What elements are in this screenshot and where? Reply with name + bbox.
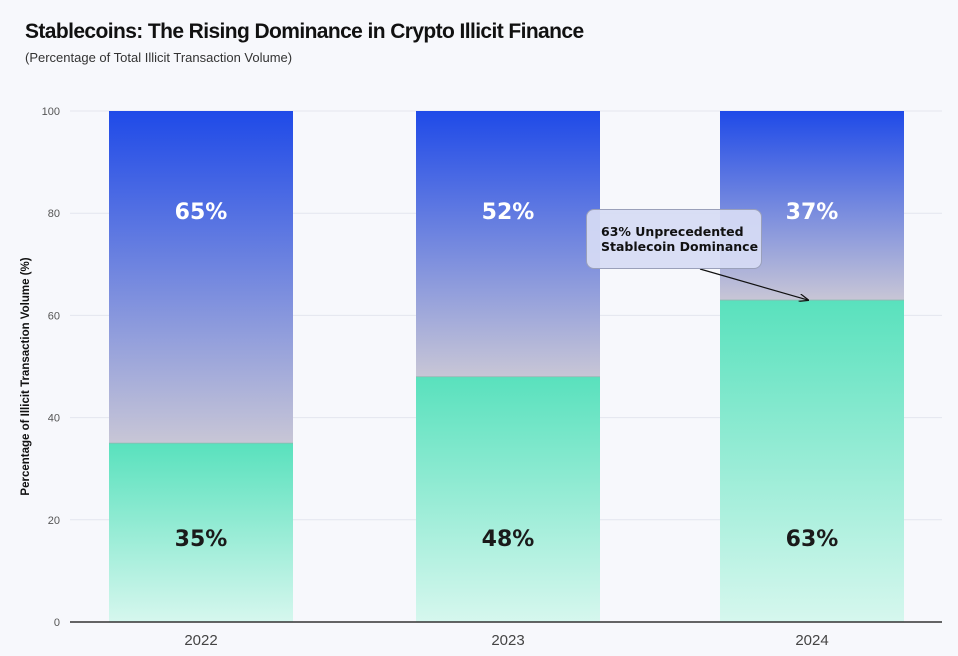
annotation-box: 63% Unprecedented Stablecoin Dominance bbox=[586, 209, 762, 269]
x-tick-label-2023: 2023 bbox=[491, 632, 524, 649]
data-label-other-2023: 52% bbox=[482, 200, 535, 225]
y-tick-label-40: 40 bbox=[48, 413, 60, 425]
axes: 0 20 40 60 80 100 Percentage of Illicit Transa… bbox=[20, 106, 942, 649]
data-label-stablecoins-2022: 35% bbox=[175, 527, 228, 552]
bar-stablecoins-2023 bbox=[416, 376, 600, 622]
annotation-arrow bbox=[699, 268, 808, 300]
data-label-stablecoins-2023: 48% bbox=[482, 527, 535, 552]
bars bbox=[109, 111, 904, 622]
y-tick-label-100: 100 bbox=[42, 106, 60, 118]
annotation-line-2: Stablecoin Dominance bbox=[601, 239, 759, 254]
chart-title: Stablecoins: The Rising Dominance in Cry… bbox=[25, 20, 584, 43]
bar-stablecoins-2024 bbox=[720, 300, 904, 622]
data-label-other-2022: 65% bbox=[175, 200, 228, 225]
y-tick-label-0: 0 bbox=[54, 617, 60, 629]
x-tick-label-2022: 2022 bbox=[184, 632, 217, 649]
y-tick-label-20: 20 bbox=[48, 515, 60, 527]
y-axis-title: Percentage of Illicit Transaction Volume… bbox=[20, 257, 32, 495]
y-tick-label-80: 80 bbox=[48, 208, 60, 220]
annotation-line-1: 63% Unprecedented bbox=[601, 224, 744, 239]
x-tick-label-2024: 2024 bbox=[795, 632, 828, 649]
bar-other-2022 bbox=[109, 111, 293, 444]
chart-subtitle: (Percentage of Total Illicit Transaction… bbox=[25, 50, 293, 65]
data-label-other-2024: 37% bbox=[786, 200, 839, 225]
y-tick-label-60: 60 bbox=[48, 310, 60, 322]
bar-other-2023 bbox=[416, 111, 600, 377]
data-label-stablecoins-2024: 63% bbox=[786, 527, 839, 552]
bar-stablecoins-2022 bbox=[109, 443, 293, 622]
data-labels: 65% 35% 52% 48% 37% 63% bbox=[175, 200, 839, 552]
